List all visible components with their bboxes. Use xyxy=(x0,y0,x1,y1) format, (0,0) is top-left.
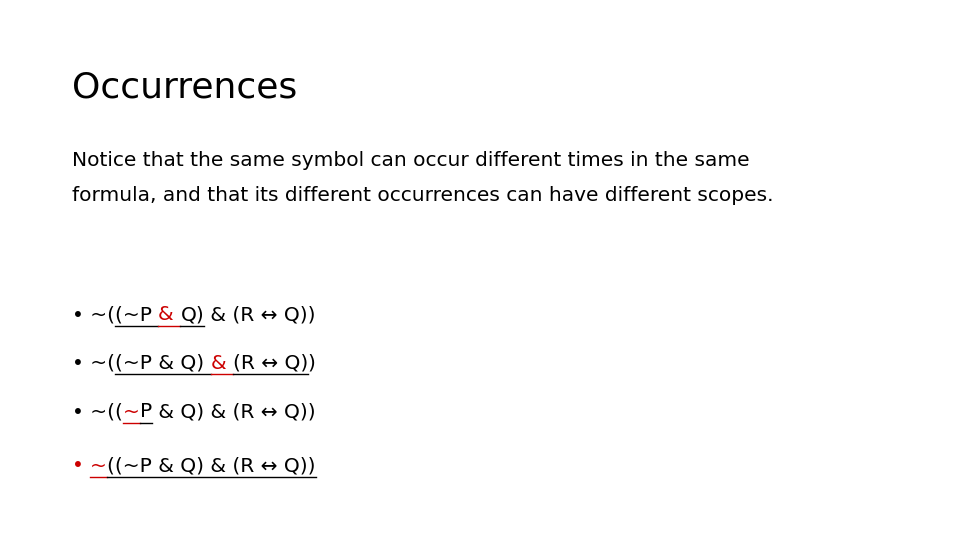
Text: ~: ~ xyxy=(123,402,140,421)
Text: (~P & Q): (~P & Q) xyxy=(115,354,210,373)
Text: P: P xyxy=(140,402,152,421)
Text: &: & xyxy=(210,354,232,373)
Text: • ~((: • ~(( xyxy=(72,402,123,421)
Text: Q): Q) xyxy=(180,305,204,324)
Text: formula, and that its different occurrences can have different scopes.: formula, and that its different occurren… xyxy=(72,186,774,205)
Text: (~P: (~P xyxy=(115,305,158,324)
Text: •: • xyxy=(72,456,84,475)
Text: ~: ~ xyxy=(90,456,108,475)
Text: (R ↔ Q): (R ↔ Q) xyxy=(232,354,308,373)
Text: • ~(: • ~( xyxy=(72,305,115,324)
Text: • ~(: • ~( xyxy=(72,354,115,373)
Text: & Q) & (R ↔ Q)): & Q) & (R ↔ Q)) xyxy=(152,402,316,421)
Text: Notice that the same symbol can occur different times in the same: Notice that the same symbol can occur di… xyxy=(72,151,750,170)
Text: ((~P & Q) & (R ↔ Q)): ((~P & Q) & (R ↔ Q)) xyxy=(108,456,316,475)
Text: ): ) xyxy=(308,354,316,373)
Text: &: & xyxy=(158,305,180,324)
Text: & (R ↔ Q)): & (R ↔ Q)) xyxy=(204,305,316,324)
Text: Occurrences: Occurrences xyxy=(72,70,298,104)
